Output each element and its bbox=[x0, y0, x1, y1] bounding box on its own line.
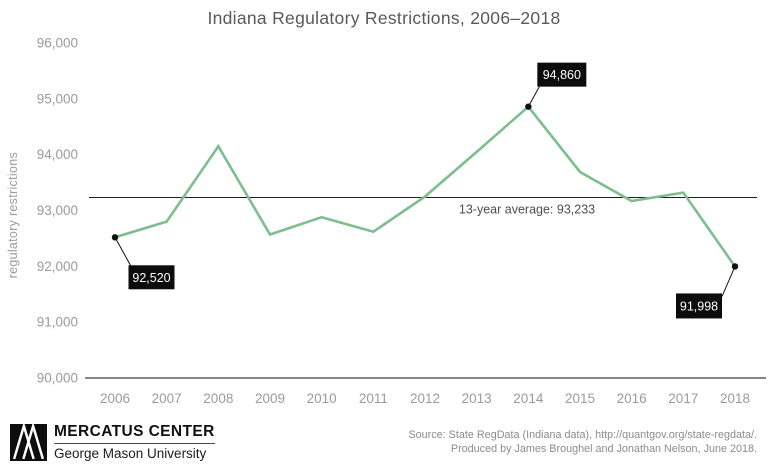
line-chart: 90,000 91,000 92,000 93,000 94,000 95,000 96,0… bbox=[37, 36, 766, 406]
source-line-2: Produced by James Broughel and Jonathan … bbox=[450, 443, 757, 455]
y-tick-label: 91,000 bbox=[37, 315, 78, 330]
source-note: Source: State RegData (Indiana data), ht… bbox=[408, 428, 757, 456]
chart-title: Indiana Regulatory Restrictions, 2006–20… bbox=[207, 8, 561, 28]
y-tick-label: 93,000 bbox=[37, 203, 78, 218]
x-tick-label: 2009 bbox=[255, 391, 285, 406]
data-point-marker bbox=[731, 263, 739, 270]
x-tick-label: 2015 bbox=[565, 391, 595, 406]
data-point-marker bbox=[111, 234, 119, 241]
x-tick-label: 2014 bbox=[513, 391, 544, 406]
x-tick-label: 2012 bbox=[410, 391, 440, 406]
callout-leader-line bbox=[721, 266, 736, 297]
mercatus-logo-icon bbox=[10, 423, 47, 461]
data-point-marker bbox=[525, 103, 532, 110]
callout-leader-line bbox=[114, 237, 132, 267]
callout-label-box bbox=[676, 293, 722, 319]
y-tick-label: 90,000 bbox=[37, 371, 78, 386]
x-tick-label: 2017 bbox=[668, 391, 698, 406]
callout-label-box bbox=[128, 265, 175, 290]
callout-label-text: 94,860 bbox=[543, 68, 581, 82]
x-tick-label: 2010 bbox=[307, 391, 337, 406]
x-tick-label: 2018 bbox=[720, 391, 750, 406]
y-tick-label: 94,000 bbox=[37, 147, 78, 162]
x-tick-label: 2013 bbox=[462, 391, 492, 406]
data-line bbox=[114, 104, 737, 268]
x-tick-label: 2006 bbox=[100, 391, 130, 406]
callout-label-text: 91,998 bbox=[680, 299, 718, 313]
callout-leader-line bbox=[527, 86, 540, 107]
x-tick-label: 2011 bbox=[359, 391, 388, 406]
source-line-1: Source: State RegData (Indiana data), ht… bbox=[408, 429, 757, 441]
x-tick-label: 2007 bbox=[152, 391, 182, 406]
brand-subtitle: George Mason University bbox=[54, 446, 207, 461]
x-tick-label: 2008 bbox=[203, 391, 233, 406]
brand-text: MERCATUS CENTER George Mason University bbox=[54, 423, 215, 461]
mercatus-brand: MERCATUS CENTER George Mason University bbox=[10, 423, 215, 461]
footer: MERCATUS CENTER George Mason University … bbox=[10, 422, 757, 462]
callout-label-box bbox=[537, 62, 587, 87]
y-tick-label: 95,000 bbox=[37, 91, 78, 106]
y-tick-label: 92,000 bbox=[37, 259, 78, 274]
callout-label-text: 92,520 bbox=[132, 271, 170, 285]
x-tick-label: 2016 bbox=[617, 391, 647, 406]
brand-title: MERCATUS CENTER bbox=[54, 423, 215, 444]
average-line-label: 13-year average: 93,233 bbox=[459, 202, 595, 216]
y-tick-label: 96,000 bbox=[37, 36, 78, 51]
